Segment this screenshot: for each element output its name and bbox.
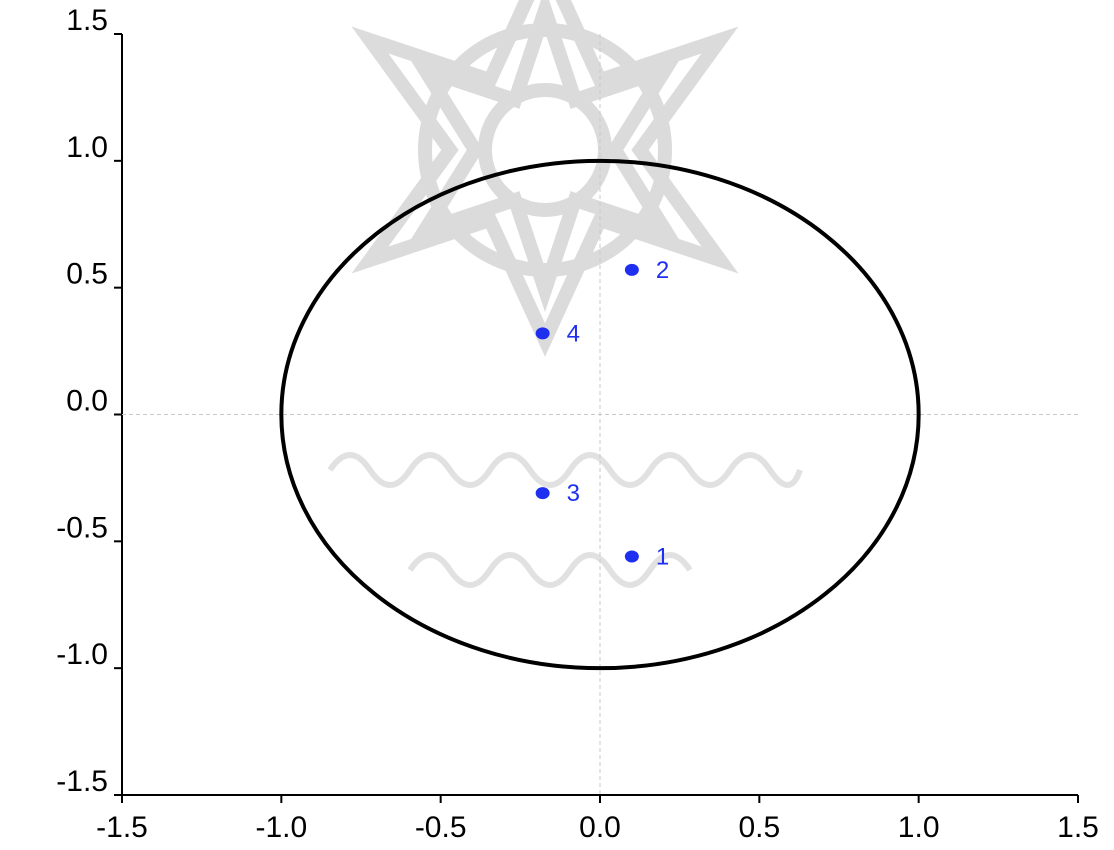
y-tick-label: 1.0 (66, 131, 108, 164)
x-tick-label: 0.5 (738, 811, 780, 844)
y-tick-label: -0.5 (56, 511, 108, 544)
data-point-2 (624, 263, 639, 276)
y-tick-label: -1.5 (56, 765, 108, 798)
y-tick-label: 1.5 (66, 4, 108, 37)
x-tick-label: -1.5 (96, 811, 148, 844)
x-tick-label: 0.0 (579, 811, 621, 844)
x-axis-ticks: -1.5 -1.0 -0.5 0.0 0.5 1.0 1.5 (96, 795, 1099, 844)
x-tick-label: 1.0 (898, 811, 940, 844)
watermark-emblem (351, 0, 739, 357)
unit-circle (279, 158, 921, 671)
y-axis-ticks: 1.5 1.0 0.5 0.0 -0.5 -1.0 -1.5 (56, 4, 122, 798)
data-points: 1 2 3 4 (535, 257, 669, 571)
x-tick-label: 1.5 (1057, 811, 1099, 844)
data-point-label-3: 3 (567, 480, 580, 507)
data-point-label-4: 4 (567, 320, 580, 347)
data-point-label-2: 2 (656, 257, 669, 284)
y-tick-label: 0.0 (66, 385, 108, 418)
data-point-label-1: 1 (656, 544, 669, 571)
y-tick-label: -1.0 (56, 638, 108, 671)
data-point-3 (535, 487, 550, 500)
data-point-1 (624, 550, 639, 563)
x-tick-label: -1.0 (255, 811, 307, 844)
data-point-4 (535, 327, 550, 340)
watermark-script (327, 452, 803, 588)
y-tick-label: 0.5 (66, 258, 108, 291)
x-tick-label: -0.5 (415, 811, 467, 844)
